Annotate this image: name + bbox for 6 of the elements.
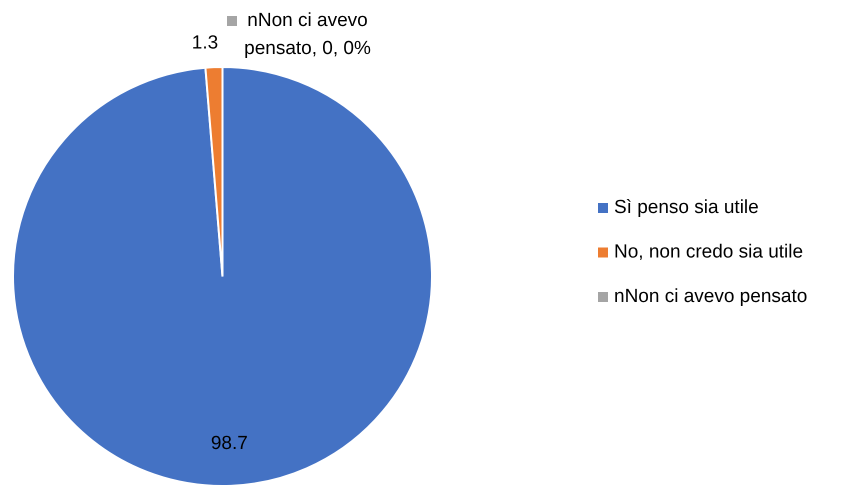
data-label: 98.7	[210, 433, 248, 454]
legend-label: nNon ci avevo pensato	[614, 286, 808, 308]
legend-label: No, non credo sia utile	[614, 242, 804, 263]
legend-label: Sì penso sia utile	[614, 197, 759, 218]
data-label: 1.3	[192, 32, 218, 54]
text: nNon ci avevo pensato, 0, 0%	[244, 10, 371, 60]
